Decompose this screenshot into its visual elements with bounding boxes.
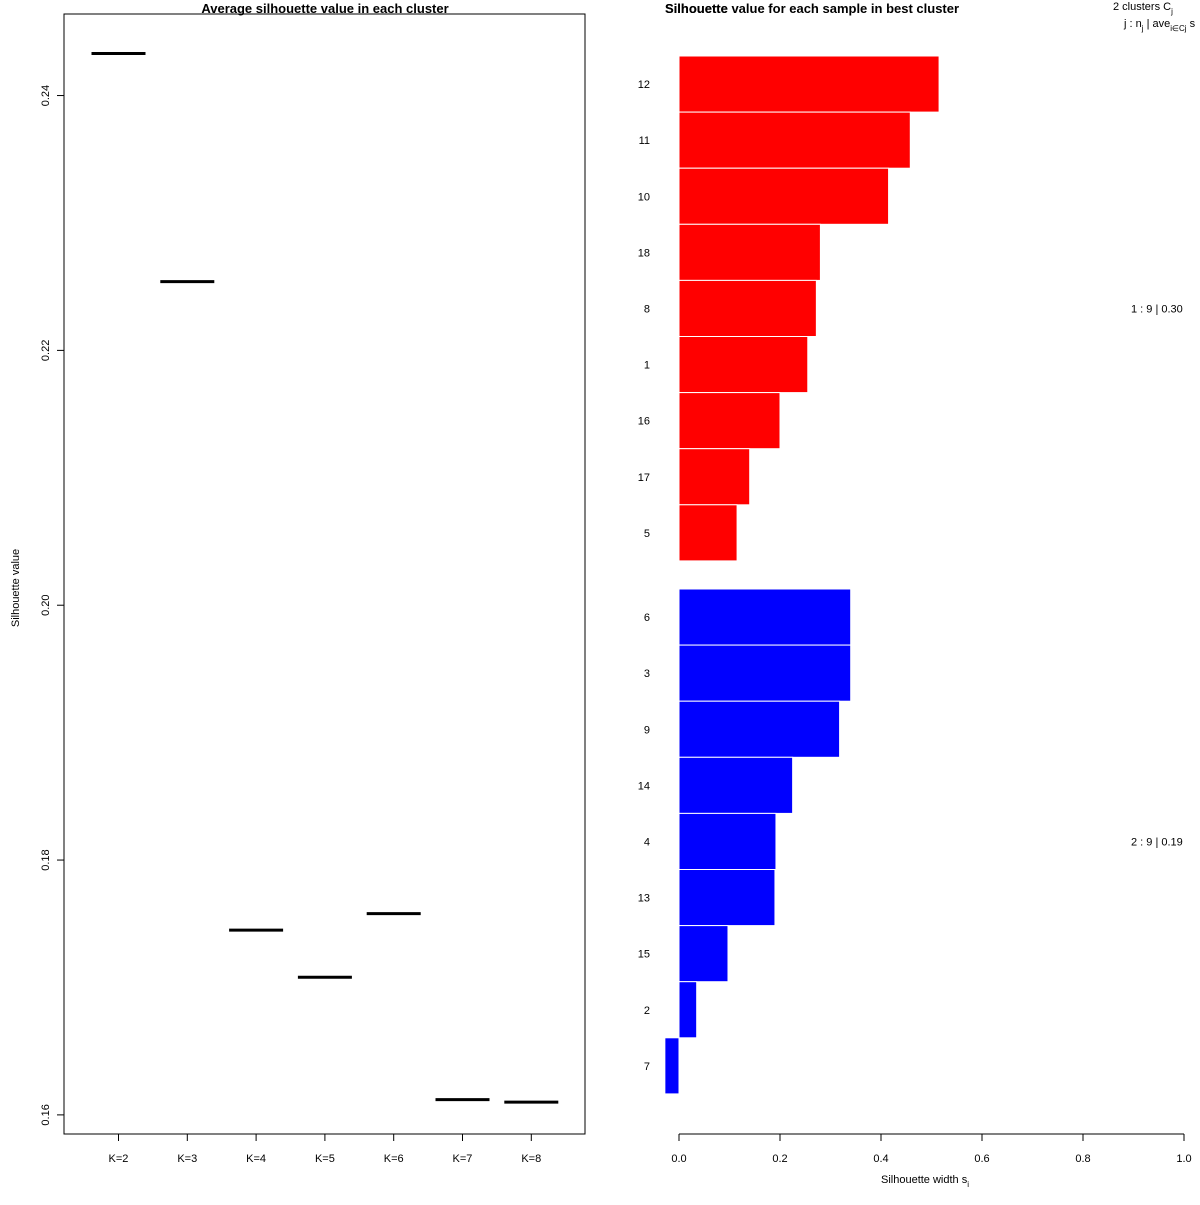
cluster-count-subscript: j [1170, 7, 1173, 16]
sample-label: 14 [638, 780, 650, 792]
silhouette-bar [678, 223, 821, 281]
x-tick-label: K=2 [109, 1153, 129, 1165]
sample-label: 18 [638, 247, 650, 259]
sample-label: 16 [638, 416, 650, 428]
left-chart-title: Average silhouette value in each cluster [201, 1, 448, 16]
y-tick-label: 0.16 [40, 1104, 52, 1125]
cluster-stats-sub-a: j [1141, 24, 1144, 33]
right-x-axis-label-text: Silhouette width s [881, 1174, 968, 1186]
sample-silhouette-panel: Silhouette Silhouette value for each sam… [638, 1, 1196, 1189]
cluster-stats-header: j : nj | avei∈Cj s [1123, 18, 1196, 33]
cluster-summary-label: 1 : 9 | 0.30 [1131, 303, 1183, 315]
x-tick-label: 1.0 [1176, 1153, 1191, 1165]
x-tick-label: 0.6 [974, 1153, 989, 1165]
sample-label: 1 [644, 360, 650, 372]
y-tick-label: 0.22 [40, 340, 52, 361]
x-tick-label: K=7 [453, 1153, 473, 1165]
left-data-marks [91, 51, 559, 1104]
y-tick-label: 0.24 [40, 85, 52, 106]
sample-label: 10 [638, 191, 650, 203]
silhouette-bar [678, 869, 776, 927]
left-y-axis: 0.16 0.18 0.20 0.22 0.24 [40, 85, 65, 1126]
silhouette-bar [678, 392, 781, 450]
silhouette-bar [678, 812, 777, 871]
x-tick-label: 0.4 [873, 1153, 888, 1165]
x-tick-label: 0.2 [772, 1153, 787, 1165]
sample-label: 15 [638, 949, 650, 961]
cluster-count-header: 2 clusters Cj [1113, 1, 1173, 16]
silhouette-bar [678, 756, 794, 814]
silhouette-bar [678, 279, 817, 337]
y-tick-label: 0.18 [40, 849, 52, 870]
sample-label: 4 [644, 836, 650, 848]
left-y-axis-label: Silhouette value [10, 549, 22, 627]
silhouette-bar [678, 336, 809, 394]
cluster-summary-label: 2 : 9 | 0.19 [1131, 836, 1183, 848]
sample-label: 9 [644, 724, 650, 736]
sample-label: 2 [644, 1005, 650, 1017]
silhouette-bar [678, 504, 738, 562]
silhouette-bar [678, 55, 940, 113]
sample-label: 7 [644, 1061, 650, 1073]
sample-label: 6 [644, 612, 650, 624]
y-tick-label: 0.20 [40, 595, 52, 616]
sample-label: 8 [644, 303, 650, 315]
silhouette-bar [678, 167, 890, 225]
silhouette-bar [664, 1037, 680, 1095]
right-chart-title-overlap: Silhouette [665, 1, 728, 16]
x-tick-label: K=8 [521, 1153, 541, 1165]
cluster-stats-text-c: s [1187, 18, 1196, 30]
right-data-bars: 12 11 10 18 8 1 16 17 5 1 : 9 | 0.30 6 3 9 14 4 13 15 2 7 2… [638, 55, 1183, 1095]
sample-label: 3 [644, 668, 650, 680]
x-tick-label: 0.0 [671, 1153, 686, 1165]
sample-label: 17 [638, 472, 650, 484]
x-tick-label: K=4 [246, 1153, 266, 1165]
silhouette-bar [678, 588, 852, 646]
right-x-axis-label-sub: i [967, 1180, 969, 1189]
average-silhouette-panel: Average silhouette value in each cluster… [10, 1, 586, 1165]
cluster-stats-text-a: j : n [1123, 18, 1142, 30]
sample-label: 13 [638, 893, 650, 905]
left-plot-frame [63, 13, 586, 1135]
right-chart-title: Silhouette value for each sample in best… [665, 1, 959, 16]
left-x-axis: K=2 K=3 K=4 K=5 K=6 K=7 K=8 [109, 1133, 541, 1165]
x-tick-label: K=5 [315, 1153, 335, 1165]
cluster-stats-sub-b: i∈Cj [1170, 24, 1187, 33]
sample-label: 12 [638, 79, 650, 91]
sample-label: 11 [639, 135, 650, 147]
cluster-stats-text-b: | ave [1144, 18, 1171, 30]
silhouette-bar [678, 700, 841, 758]
x-tick-label: K=3 [177, 1153, 197, 1165]
cluster-count-text: 2 clusters C [1113, 1, 1171, 13]
silhouette-bar [678, 111, 911, 169]
right-x-axis-label: Silhouette width si [881, 1174, 969, 1189]
sample-label: 5 [644, 528, 650, 540]
x-tick-label: 0.8 [1075, 1153, 1090, 1165]
silhouette-bar [678, 925, 729, 983]
silhouette-bar [678, 448, 751, 506]
silhouette-bar [678, 981, 698, 1039]
right-x-axis: 0.0 0.2 0.4 0.6 0.8 1.0 [671, 1133, 1192, 1165]
x-tick-label: K=6 [384, 1153, 404, 1165]
silhouette-bar [678, 644, 852, 702]
